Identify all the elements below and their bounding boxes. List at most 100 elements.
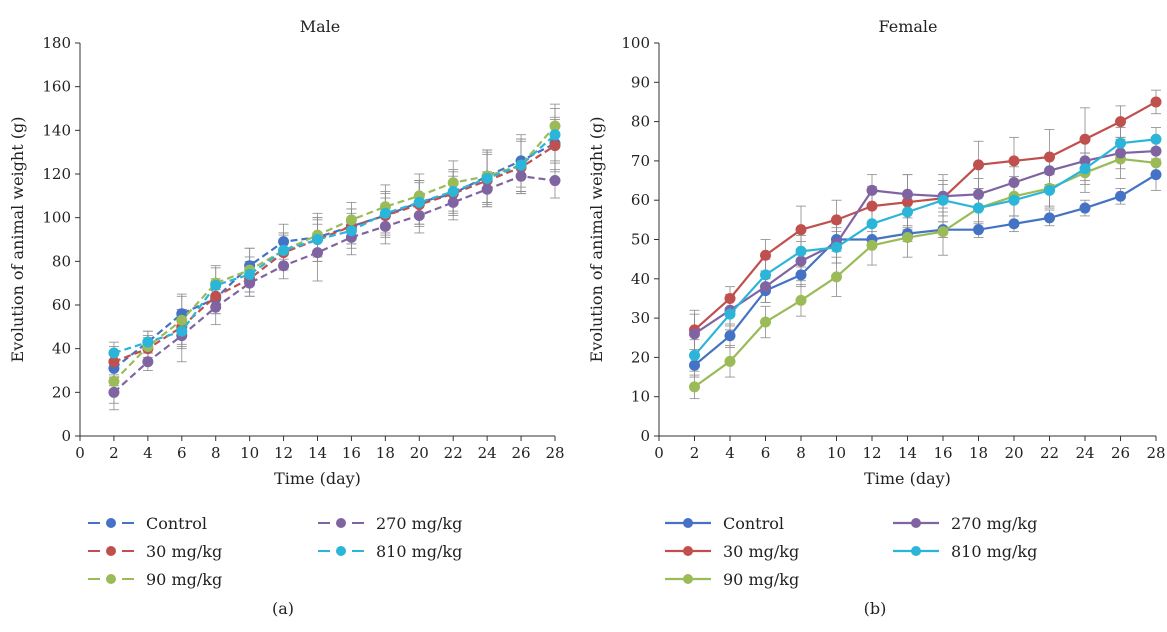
legend: Control 270 mg/kg 30 mg/kg 810 mg/kg 90 mg/k… <box>665 514 1037 589</box>
data-point <box>176 325 188 337</box>
x-tick-label: 24 <box>478 444 497 462</box>
data-point <box>1150 157 1162 169</box>
x-tick-label: 28 <box>545 444 564 462</box>
legend-marker <box>336 546 346 556</box>
legend-label: 30 mg/kg <box>723 542 799 561</box>
data-point <box>973 188 984 200</box>
legend-label: 90 mg/kg <box>723 570 799 589</box>
x-tick-label: 6 <box>761 444 771 462</box>
y-axis-label: Evolution of animal weight (g) <box>587 117 606 363</box>
data-point <box>1044 184 1055 196</box>
x-tick-label: 14 <box>898 444 917 462</box>
data-point <box>379 220 391 232</box>
x-tick-label: 8 <box>796 444 806 462</box>
y-tick-label: 50 <box>631 231 650 249</box>
data-point <box>1115 137 1126 149</box>
data-point <box>549 129 561 141</box>
legend-item-control: Control <box>88 514 207 533</box>
x-tick-label: 8 <box>211 444 221 462</box>
data-point <box>831 241 842 253</box>
series-line-90-mg-kg <box>693 157 1157 388</box>
data-point <box>831 271 842 283</box>
series-270-mg-kg <box>689 145 1162 340</box>
x-tick-label: 12 <box>862 444 881 462</box>
data-point <box>760 249 771 261</box>
series-270-mg-kg <box>108 170 561 398</box>
data-point <box>689 359 700 371</box>
y-tick-label: 10 <box>631 388 650 406</box>
data-point <box>108 356 120 368</box>
x-tick-label: 16 <box>933 444 952 462</box>
data-point <box>1115 190 1126 202</box>
error-bars-90-mg-kg <box>108 103 560 404</box>
data-point <box>902 188 913 200</box>
legend-label: 810 mg/kg <box>951 542 1037 561</box>
x-tick-label: 0 <box>75 444 85 462</box>
x-tick-label: 26 <box>512 444 531 462</box>
legend-item-810-mg-kg: 810 mg/kg <box>318 542 462 561</box>
data-point <box>1008 218 1020 230</box>
data-point <box>1150 169 1162 181</box>
legend-item-90-mg-kg: 90 mg/kg <box>88 570 222 589</box>
x-tick-label: 2 <box>690 444 700 462</box>
error-bars-90-mg-kg <box>689 138 1161 400</box>
legend-marker <box>336 518 346 528</box>
series-line-270-mg-kg <box>113 175 556 394</box>
data-point <box>724 292 736 304</box>
panel-label: (b) <box>864 599 887 618</box>
x-tick-label: 16 <box>342 444 361 462</box>
legend-label: 810 mg/kg <box>376 542 462 561</box>
data-point <box>108 347 120 359</box>
data-point <box>278 260 290 272</box>
y-tick-label: 100 <box>42 209 71 227</box>
data-point <box>1008 194 1020 206</box>
x-tick-label: 4 <box>725 444 735 462</box>
data-point <box>795 245 807 257</box>
data-point <box>447 185 459 197</box>
data-point <box>724 330 736 342</box>
data-point <box>549 120 561 132</box>
legend-item-270-mg-kg: 270 mg/kg <box>893 514 1037 533</box>
data-point <box>1079 202 1091 214</box>
data-point <box>549 175 561 187</box>
data-point <box>481 172 493 184</box>
data-point <box>724 355 736 367</box>
series-line-810-mg-kg <box>693 138 1157 357</box>
chart-title: Female <box>879 17 938 36</box>
data-point <box>866 184 878 196</box>
data-point <box>973 159 984 171</box>
y-tick-label: 60 <box>52 296 71 314</box>
data-point <box>1008 177 1020 189</box>
data-point <box>515 159 527 171</box>
legend-item-90-mg-kg: 90 mg/kg <box>665 570 799 589</box>
data-point <box>549 140 561 152</box>
series-90-mg-kg <box>108 120 561 387</box>
panel-label: (a) <box>272 599 294 618</box>
legend-item-270-mg-kg: 270 mg/kg <box>318 514 462 533</box>
y-axis-label: Evolution of animal weight (g) <box>8 117 27 363</box>
x-tick-label: 22 <box>1040 444 1059 462</box>
x-axis-label: Time (day) <box>274 469 361 488</box>
y-tick-label: 0 <box>640 427 650 445</box>
y-tick-label: 30 <box>631 309 650 327</box>
data-point <box>413 196 425 208</box>
x-tick-label: 0 <box>654 444 664 462</box>
data-point <box>760 269 771 281</box>
data-point <box>210 290 222 302</box>
data-point <box>902 232 913 244</box>
data-point <box>902 196 913 208</box>
data-point <box>866 239 878 251</box>
data-point <box>413 209 425 221</box>
x-axis-label: Time (day) <box>864 469 951 488</box>
series-90-mg-kg <box>689 153 1162 393</box>
legend-item-control: Control <box>665 514 784 533</box>
error-bars-30-mg-kg <box>689 89 1161 350</box>
legend-label: Control <box>146 514 207 533</box>
data-point <box>937 194 949 206</box>
data-point <box>760 316 771 328</box>
y-tick-label: 20 <box>631 348 650 366</box>
x-tick-label: 20 <box>410 444 429 462</box>
data-point <box>1079 163 1091 175</box>
